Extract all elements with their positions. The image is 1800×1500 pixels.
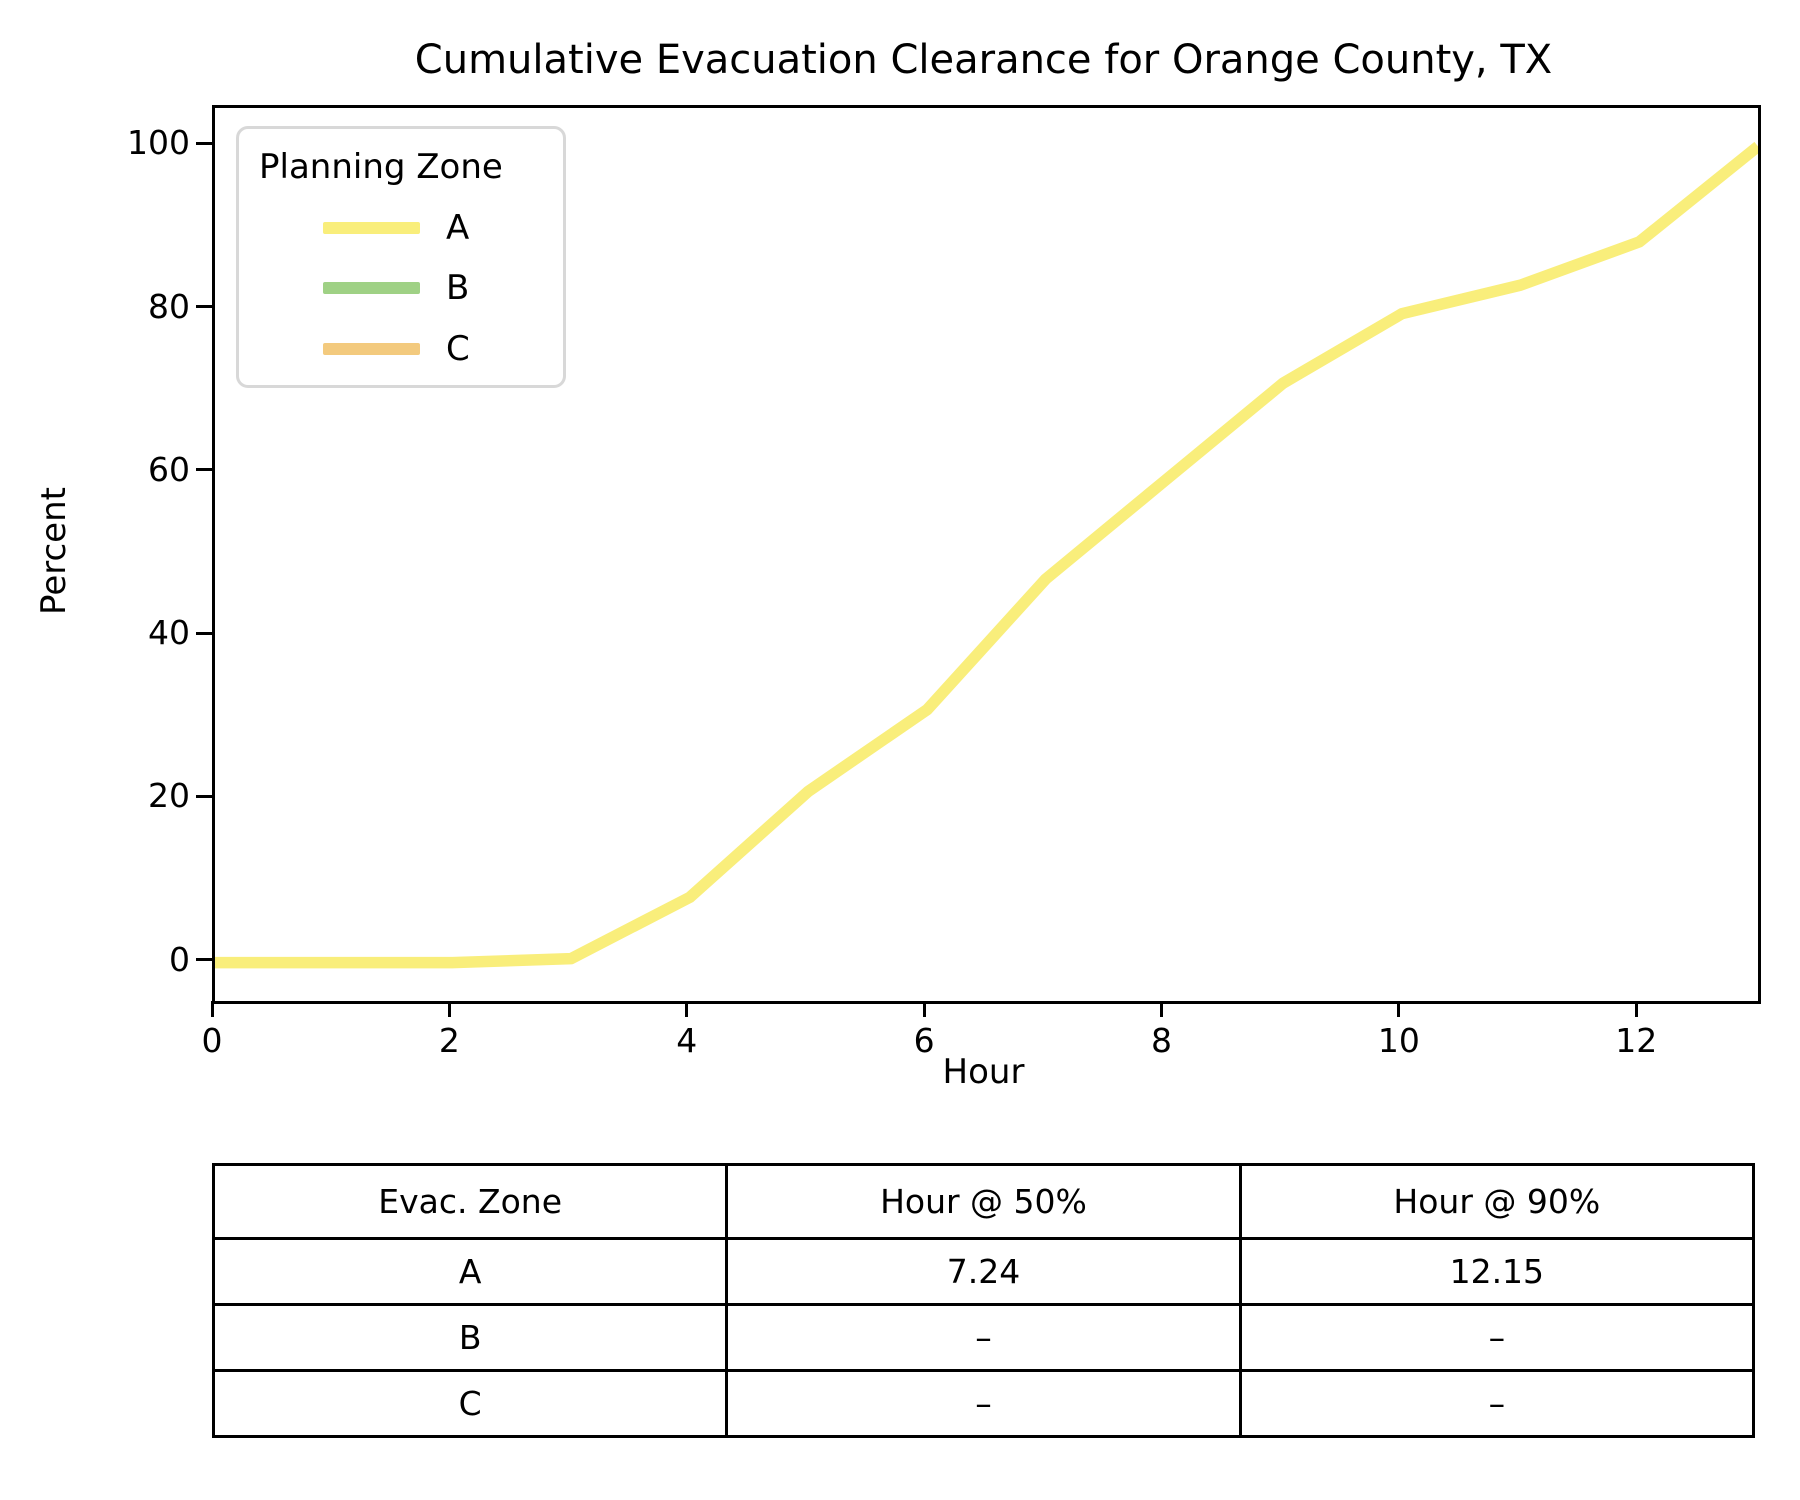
x-tick-mark [1397,1001,1401,1017]
y-tick-mark [196,141,212,145]
x-tick-label: 2 [438,1021,460,1060]
y-tick-mark [196,631,212,635]
line-series-layer [215,141,1758,969]
legend-entry-b: B [239,268,563,308]
legend-swatch-b-icon [323,282,420,294]
y-tick-label: 40 [148,613,190,653]
x-tick-mark [210,1001,214,1017]
table-row-b: B – – [211,1303,1756,1372]
legend: Planning Zone A B C [236,126,566,388]
legend-label-a: A [446,208,470,248]
x-tick-label: 0 [201,1021,223,1060]
y-tick-mark [196,468,212,472]
series-line-a [215,141,1758,969]
x-tick-label: 10 [1377,1021,1420,1060]
cell-zone-c: C [211,1369,729,1438]
plot-area: Planning Zone A B C [212,105,1761,1004]
x-tick-label: 8 [1151,1021,1173,1060]
y-tick-label: 100 [127,123,190,163]
x-tick-mark [447,1001,451,1017]
table-header-zone: Evac. Zone [211,1163,729,1240]
cell-a-hour50: 7.24 [725,1237,1242,1306]
cell-b-hour90: – [1238,1303,1756,1372]
table-header-hour50: Hour @ 50% [725,1163,1242,1240]
legend-entry-a: A [239,208,563,248]
cell-zone-a: A [211,1237,729,1306]
y-tick-label: 0 [169,939,190,979]
y-axis-label: Percent [34,487,74,615]
x-tick-mark [1634,1001,1638,1017]
table-row-c: C – – [211,1369,1756,1438]
x-tick-mark [922,1001,926,1017]
x-axis-label: Hour [942,1052,1025,1092]
y-tick-mark [196,305,212,309]
legend-entry-c: C [239,329,563,369]
x-tick-label: 6 [913,1021,935,1060]
table-header-row: Evac. Zone Hour @ 50% Hour @ 90% [211,1163,1756,1240]
x-tick-mark [685,1001,689,1017]
x-tick-label: 4 [676,1021,698,1060]
y-tick-mark [196,794,212,798]
y-tick-label: 20 [148,776,190,816]
legend-title: Planning Zone [259,147,503,187]
table-row-a: A 7.24 12.15 [211,1237,1756,1306]
legend-label-c: C [446,329,470,369]
y-tick-label: 60 [148,449,190,489]
legend-swatch-a-icon [323,222,420,234]
y-tick-mark [196,958,212,962]
cell-c-hour50: – [725,1369,1242,1438]
cell-a-hour90: 12.15 [1238,1237,1756,1306]
cell-zone-b: B [211,1303,729,1372]
clearance-table: Evac. Zone Hour @ 50% Hour @ 90% A 7.24 … [211,1163,1756,1438]
legend-label-b: B [446,268,470,308]
y-tick-label: 80 [148,286,190,326]
x-tick-mark [1160,1001,1164,1017]
legend-swatch-c-icon [323,343,420,355]
chart-title: Cumulative Evacuation Clearance for Oran… [414,37,1553,83]
x-tick-label: 12 [1615,1021,1658,1060]
table-header-hour90: Hour @ 90% [1238,1163,1756,1240]
cell-c-hour90: – [1238,1369,1756,1438]
cell-b-hour50: – [725,1303,1242,1372]
